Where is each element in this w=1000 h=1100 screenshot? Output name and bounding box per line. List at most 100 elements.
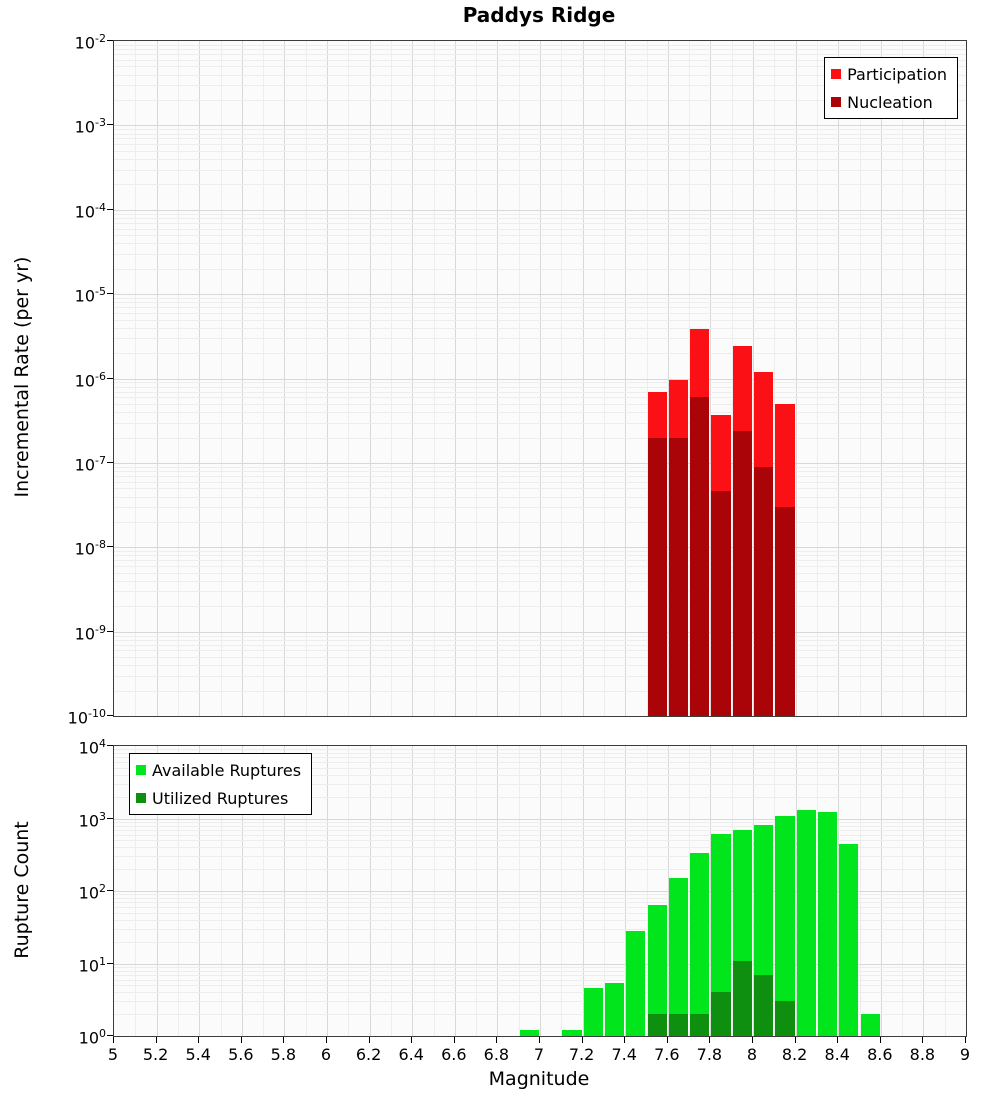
x-tick-label: 8.2 [781,1045,808,1064]
chart-title: Paddys Ridge [462,3,616,27]
participation-swatch [831,69,842,79]
bar-utilized-ruptures [754,974,774,1036]
gridline [114,856,966,858]
x-tick-label: 6.2 [355,1045,382,1064]
tick-mark [453,1037,455,1043]
gridline [114,907,966,909]
gridline [114,209,966,211]
x-tick-label: 6 [320,1045,332,1064]
gridline [114,312,966,314]
bar-available-ruptures [668,878,689,1036]
y-tick-label: 10-3 [74,116,106,137]
gridline [114,66,966,68]
gridline [114,1014,966,1016]
top-y-axis-label: Incremental Rate (per yr) [11,256,33,498]
gridline [114,675,966,677]
tick-mark [113,1037,114,1043]
gridline [114,521,966,523]
gridline [114,49,966,51]
gridline [114,488,966,490]
tick-mark [581,1037,583,1043]
gridline [114,774,966,776]
gridline [114,902,966,904]
gridline [114,462,966,464]
gridline [114,974,966,976]
utilized-ruptures-swatch [136,793,146,803]
bar-nucleation [754,466,774,716]
gridline [114,829,966,831]
gridline [114,555,966,557]
gridline [114,963,966,965]
gridline [114,243,966,245]
gridline [114,294,966,296]
x-tick-label: 6.6 [441,1045,467,1064]
x-tick-label: 7 [533,1045,545,1064]
gridline [114,386,966,388]
x-tick-label: 7.8 [696,1045,723,1064]
y-tick-label: 100 [78,1027,106,1048]
bar-utilized-ruptures [711,992,731,1036]
gridline [114,437,966,439]
y-tick-label: 10-8 [74,538,106,559]
tick-mark [539,1037,540,1043]
legend-entry-available-ruptures: Available Ruptures [136,756,301,784]
x-tick-label: 7.6 [654,1045,680,1064]
gridline [114,631,966,633]
y-tick-label: 10-9 [74,622,106,643]
tick-mark [879,1037,881,1043]
x-tick-label: 8.8 [909,1045,936,1064]
bar-utilized-ruptures [668,1014,689,1036]
bar-available-ruptures [860,1014,880,1036]
tick-mark [709,1037,711,1043]
gridline [114,979,966,981]
gridline [114,302,966,304]
gridline [114,840,966,842]
gridline [114,891,966,892]
y-tick-label: 10-5 [74,285,106,306]
legend-label: Nucleation [847,92,933,112]
tick-mark [496,1037,498,1043]
y-tick-label: 10-4 [74,200,106,222]
gridline [114,44,966,46]
x-tick-label: 7.2 [568,1045,595,1064]
bar-nucleation [711,491,731,716]
nucleation-swatch [831,97,842,107]
gridline [114,150,966,152]
x-tick-label: 8 [746,1045,758,1064]
gridline [114,762,966,764]
gridline [114,507,966,508]
gridline [114,572,966,574]
gridline [114,919,966,921]
gridline [114,966,966,968]
gridline [114,159,966,160]
y-tick-label: 10-6 [74,369,106,390]
gridline [114,821,966,823]
gridline [114,307,966,309]
gridline [114,213,966,215]
legend-entry-nucleation: Nucleation [831,88,947,116]
bar-nucleation [668,437,689,716]
gridline [114,591,966,593]
bar-utilized-ruptures [690,1014,710,1036]
x-tick-label: 7.4 [611,1045,637,1064]
bar-available-ruptures [775,815,795,1036]
gridline [114,547,966,549]
gridline [114,970,966,972]
gridline [114,1001,966,1003]
x-axis-label: Magnitude [488,1068,590,1090]
gridline [114,378,966,380]
bar-available-ruptures [690,853,710,1036]
gridline [114,184,966,186]
tick-mark [666,1037,668,1043]
gridline [114,144,966,146]
tick-mark [198,1037,200,1043]
bar-available-ruptures [562,1030,582,1036]
gridline [114,928,966,930]
gridline [114,253,966,255]
gridline [114,85,966,87]
tick-mark [752,1037,753,1043]
x-tick-label: 8.4 [824,1045,850,1064]
bar-nucleation [647,437,667,716]
gridline [114,650,966,652]
